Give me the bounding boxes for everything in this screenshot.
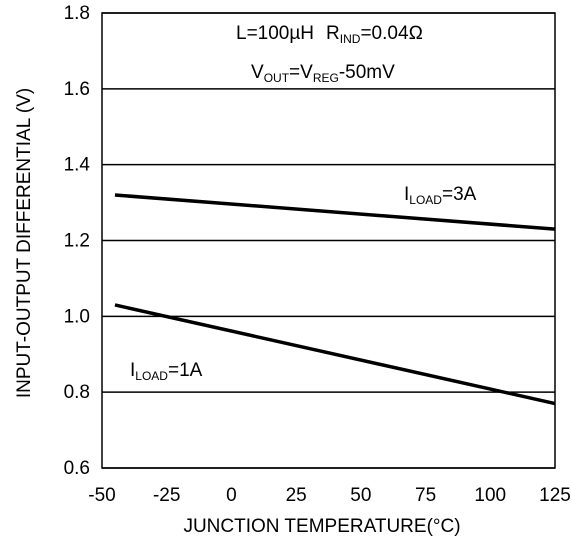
- series-label-3a: ILOAD=3A: [404, 184, 477, 207]
- y-tick-label: 1.0: [64, 306, 90, 327]
- y-tick-label: 1.8: [64, 3, 90, 24]
- x-tick-label: -50: [88, 485, 115, 506]
- y-tick-label: 0.8: [64, 382, 90, 403]
- series-line-iload-1a: [114, 303, 556, 406]
- series-group: [114, 193, 556, 406]
- x-tick-labels: -50 -25 0 25 50 75 100 125: [88, 485, 571, 506]
- condition-inductance: L=100µH RIND=0.04Ω: [236, 23, 423, 46]
- condition-vout: VOUT=VREG-50mV: [251, 62, 395, 85]
- y-tick-label: 1.4: [64, 155, 91, 176]
- x-tick-label: 50: [350, 485, 371, 506]
- y-tick-labels: 0.6 0.8 1.0 1.2 1.4 1.6 1.8: [64, 3, 91, 479]
- plot-frame: [101, 12, 556, 469]
- x-tick-label: 125: [539, 485, 571, 506]
- x-tick-label: 25: [286, 485, 307, 506]
- series-line-iload-3a: [114, 193, 556, 231]
- x-tick-label: 0: [226, 485, 237, 506]
- y-tick-label: 1.2: [64, 231, 90, 252]
- y-tick-label: 1.6: [64, 79, 90, 100]
- series-label-1a: ILOAD=1A: [130, 360, 203, 383]
- x-axis-title: JUNCTION TEMPERATURE(°C): [183, 516, 460, 537]
- y-axis-title: INPUT-OUTPUT DIFFERENTIAL (V): [14, 88, 35, 398]
- x-tick-label: 75: [415, 485, 436, 506]
- x-tick-label: -25: [153, 485, 180, 506]
- y-tick-label: 0.6: [64, 458, 90, 479]
- x-tick-label: 100: [474, 485, 506, 506]
